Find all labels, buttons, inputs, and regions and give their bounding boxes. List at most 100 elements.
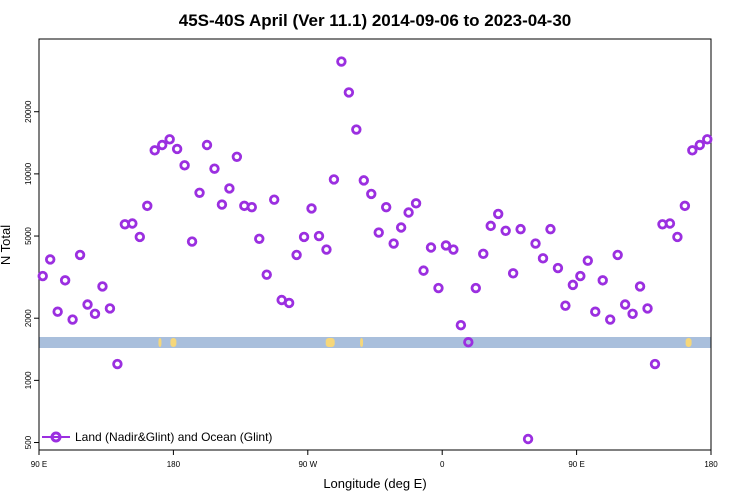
data-point: [149, 145, 160, 156]
data-point: [485, 220, 496, 232]
data-point: [313, 230, 325, 242]
data-point: [261, 269, 272, 280]
x-tick-label-4: 90 E: [568, 460, 584, 469]
data-point: [537, 253, 549, 264]
data-point: [582, 255, 593, 266]
data-point: [45, 254, 56, 265]
data-point: [470, 282, 481, 294]
data-point: [694, 139, 705, 151]
data-point: [52, 306, 63, 317]
x-tick-label-0: 90 E: [31, 460, 47, 469]
data-point: [366, 188, 377, 200]
data-point: [687, 145, 698, 156]
data-point: [89, 308, 101, 320]
data-point: [224, 183, 235, 194]
y-axis: 500 1000 2000 5000 10000 20000: [24, 100, 39, 449]
x-axis-label: Longitude (deg E): [323, 476, 426, 491]
data-point: [590, 306, 601, 317]
data-point: [381, 201, 392, 213]
data-point: [104, 303, 116, 314]
data-point: [545, 223, 556, 235]
data-point: [463, 337, 474, 348]
y-tick-label-1: 1000: [24, 371, 33, 389]
data-point: [97, 281, 108, 292]
data-point: [560, 300, 571, 311]
data-point: [410, 198, 422, 209]
data-point: [605, 314, 616, 325]
data-point: [403, 207, 414, 218]
data-point: [664, 218, 676, 229]
data-point: [171, 143, 183, 155]
data-point: [702, 134, 713, 145]
land-patch-1: [170, 338, 177, 347]
x-tick-label-5: 180: [704, 460, 718, 469]
data-point: [351, 124, 362, 135]
data-point: [59, 275, 71, 286]
data-point: [500, 225, 511, 237]
data-point: [395, 222, 407, 233]
data-point: [672, 231, 683, 243]
legend-label: Land (Nadir&Glint) and Ocean (Glint): [75, 430, 272, 444]
data-point: [575, 270, 586, 282]
data-point: [209, 163, 220, 174]
data-point: [283, 297, 295, 309]
y-tick-label-0: 500: [24, 435, 33, 449]
data-point: [291, 249, 302, 261]
data-point: [269, 194, 280, 205]
data-point: [388, 238, 399, 249]
data-point: [522, 433, 534, 445]
data-point: [179, 160, 190, 171]
y-tick-label-4: 10000: [24, 162, 33, 185]
data-point: [127, 218, 138, 229]
x-tick-label-3: 0: [440, 460, 445, 469]
data-point: [336, 56, 347, 67]
data-point: [194, 187, 205, 198]
y-tick-label-2: 2000: [24, 309, 33, 327]
data-point: [619, 299, 631, 310]
x-tick-label-2: 90 W: [298, 460, 317, 469]
data-point: [425, 242, 437, 253]
data-point: [164, 134, 175, 145]
y-tick-label-5: 20000: [24, 100, 33, 123]
data-point: [201, 139, 213, 151]
land-patch-3: [360, 338, 364, 347]
data-point: [507, 268, 519, 279]
data-point: [142, 200, 153, 212]
x-tick-label-1: 180: [167, 460, 181, 469]
data-point: [373, 227, 384, 238]
data-point: [567, 279, 579, 291]
data-point: [642, 303, 653, 314]
plot-frame: [38, 38, 712, 451]
data-point: [455, 319, 467, 331]
data-point: [328, 174, 340, 185]
data-point: [186, 236, 198, 247]
land-patch-0: [158, 338, 162, 347]
data-point: [433, 282, 444, 294]
data-point: [634, 281, 646, 292]
data-point: [679, 200, 691, 212]
data-point: [515, 223, 526, 235]
data-point: [448, 244, 459, 255]
data-point: [156, 139, 168, 151]
data-point: [112, 358, 123, 370]
data-point: [552, 262, 564, 274]
data-points: [37, 56, 713, 445]
data-point: [74, 249, 86, 261]
data-point: [82, 299, 93, 310]
land-band: [39, 337, 711, 348]
data-point: [478, 248, 489, 260]
chart-title: 45S-40S April (Ver 11.1) 2014-09-06 to 2…: [179, 11, 572, 30]
data-point: [134, 231, 145, 243]
data-point: [343, 87, 355, 98]
data-point: [298, 231, 310, 243]
x-axis: 90 E 180 90 W 0 90 E 180: [31, 450, 718, 469]
data-point: [612, 249, 623, 261]
data-point: [418, 265, 429, 276]
data-point: [231, 151, 243, 162]
data-point: [321, 244, 332, 255]
data-point: [649, 358, 661, 370]
y-axis-label: N Total: [0, 225, 13, 265]
data-point: [493, 208, 504, 220]
data-point: [440, 240, 452, 251]
